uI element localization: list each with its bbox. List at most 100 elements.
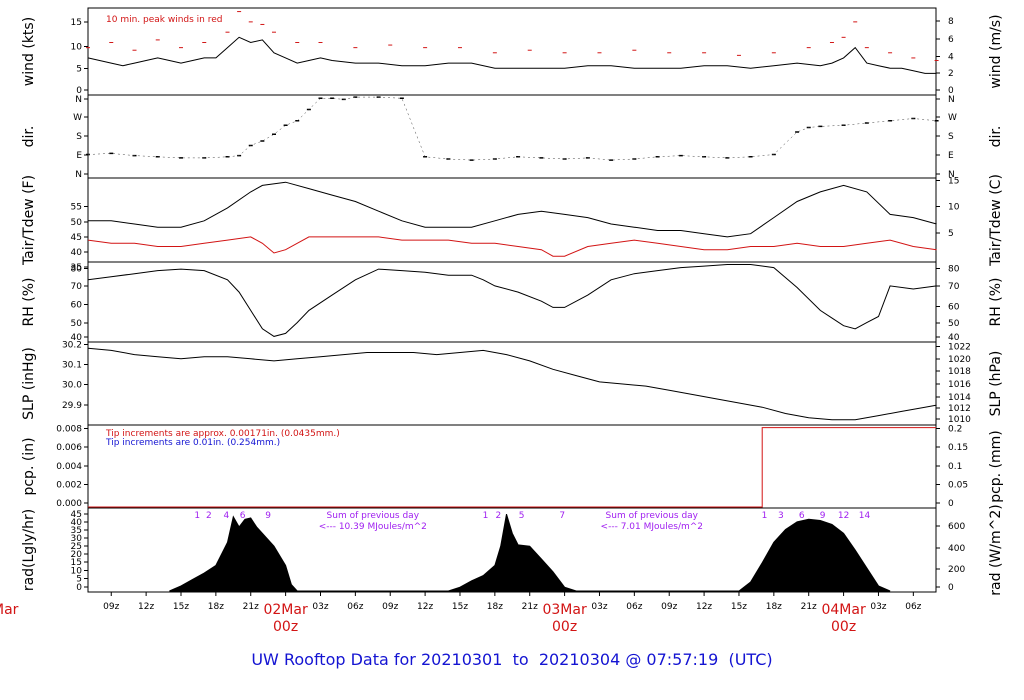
y-tick-label-right: 40 [948, 333, 960, 343]
y-tick-label-right: 0.15 [948, 443, 968, 453]
solar-hour-label: 6 [799, 511, 805, 521]
solar-hour-label: 12 [838, 511, 849, 521]
solar-hour-label: 5 [519, 511, 525, 521]
panel-wind: wind (kts) wind (m/s) 0 5 10 15 0 2 4 6 8 10 min. p… [21, 7, 1004, 96]
panel-frame [87, 261, 937, 343]
y-tick-label-right: 1022 [948, 343, 971, 353]
y-tick-label-right: N [948, 95, 955, 105]
y-tick-label-left: 45 [71, 510, 82, 520]
series-pcp [88, 427, 936, 508]
y-axis-label-right: wind (m/s) [988, 14, 1004, 88]
y-tick-label-right: 0.1 [948, 462, 962, 472]
panel-rad: rad(Lgly/hr) rad (W/m^2)05101520253035404… [21, 504, 1004, 595]
y-tick-label-right: 1012 [948, 404, 971, 414]
solar-hour-label: 1 [762, 511, 768, 521]
solar-hour-label: 9 [265, 511, 271, 521]
x-tick-label: 09z [382, 602, 398, 612]
x-tick-label: 12z [138, 602, 154, 612]
y-tick-label-left: 5 [76, 65, 82, 75]
x-tick-label: 18z [208, 602, 224, 612]
y-tick-label-right: E [948, 151, 954, 161]
y-tick-label-left: 0.008 [56, 425, 82, 435]
y-tick-label-left: 30.0 [62, 381, 82, 391]
y-tick-label-right: W [948, 113, 957, 123]
solar-hour-label: 14 [859, 511, 871, 521]
tip-note-blue: Tip increments are 0.01in. (0.254mm.) [105, 438, 280, 448]
x-tick-label: 15z [731, 602, 747, 612]
x-tick-label: 06z [347, 602, 363, 612]
x-tick-label: 03z [312, 602, 328, 612]
x-tick-label: 15z [452, 602, 468, 612]
y-tick-label-left: 0.004 [56, 462, 82, 472]
x-date-time: 00z [552, 619, 577, 635]
y-axis-label-right: Tair/Tdew (C) [988, 174, 1004, 267]
y-axis-label-left: rad(Lgly/hr) [21, 509, 37, 591]
solar-hour-label: 9 [820, 511, 826, 521]
solar-hour-label: 2 [206, 511, 212, 521]
y-tick-label-left: 70 [71, 282, 83, 292]
y-tick-label-right: 0 [948, 86, 954, 96]
panel-frame [87, 94, 937, 179]
y-tick-label-left: 50 [71, 218, 83, 228]
x-date-time: 00z [273, 619, 298, 635]
y-tick-label-right: S [948, 132, 954, 142]
x-date-label: 03Mar [542, 602, 586, 618]
y-tick-label-right: 4 [948, 53, 954, 63]
y-tick-label-left: S [76, 132, 82, 142]
x-axis: 09z 12z 15z 18z 21z 03z 06z 09z 12z 15z 18z 21z 03z 0… [0, 592, 922, 635]
panel-slp: SLP (inHg) SLP (hPa)29.930.030.130.210101… [21, 341, 1004, 426]
y-tick-label-left: 80 [71, 265, 83, 275]
y-tick-label-right: 0 [948, 499, 954, 509]
y-tick-label-left: 15 [71, 18, 82, 28]
solar-hour-label: 1 [483, 511, 489, 521]
x-tick-label: 18z [766, 602, 782, 612]
y-axis-label-right: dir. [988, 126, 1004, 148]
panel-temp: Tair/Tdew (F) Tair/Tdew (C)35404550555101… [21, 174, 1004, 273]
y-axis-label-right: pcp. (mm) [988, 430, 1004, 503]
y-tick-label-left: 20 [71, 550, 83, 560]
y-tick-label-left: 29.9 [62, 401, 82, 411]
y-tick-label-left: 45 [71, 233, 82, 243]
y-tick-label-right: 8 [948, 17, 954, 27]
series-dir [87, 96, 937, 161]
y-tick-label-left: W [73, 113, 82, 123]
y-axis-label-right: RH (%) [988, 278, 1004, 327]
solar-hour-label: 1 [194, 511, 200, 521]
x-date-time: 00z [831, 619, 856, 635]
y-tick-label-right: 70 [948, 282, 960, 292]
y-tick-label-left: 40 [71, 248, 83, 258]
x-tick-label: 06z [626, 602, 642, 612]
y-tick-label-right: 1010 [948, 415, 971, 425]
x-tick-label: 06z [905, 602, 921, 612]
x-tick-label: 09z [661, 602, 677, 612]
y-axis-label-right: rad (W/m^2) [988, 504, 1004, 595]
y-tick-label-left: 50 [71, 319, 83, 329]
sum-note-line1: Sum of previous day [327, 511, 420, 521]
y-tick-label-left: 30.1 [62, 361, 82, 371]
y-tick-label-left: 15 [71, 558, 82, 568]
tip-note-red: Tip increments are approx. 0.00171in. (0… [105, 429, 340, 439]
x-tick-label: 12z [417, 602, 433, 612]
y-axis-label-right: SLP (hPa) [988, 351, 1004, 417]
x-tick-label: 18z [487, 602, 503, 612]
solar-hour-label: 4 [223, 511, 229, 521]
y-tick-label-right: 0 [948, 583, 954, 593]
y-tick-label-left: 55 [71, 203, 82, 213]
x-tick-label: 09z [103, 602, 119, 612]
x-tick-label: 21z [522, 602, 538, 612]
y-tick-label-left: 60 [71, 301, 83, 311]
y-tick-label-left: 40 [71, 518, 83, 528]
y-tick-label-left: 0.002 [56, 481, 82, 491]
series-rh [87, 264, 937, 337]
y-tick-label-left: 10 [71, 567, 83, 577]
y-axis-label-left: SLP (inHg) [21, 347, 37, 420]
solar-hour-label: 7 [559, 511, 565, 521]
sum-note-line1: Sum of previous day [606, 511, 699, 521]
y-tick-label-left: 35 [71, 526, 82, 536]
x-date-label: 02Mar [263, 602, 307, 618]
panel-note: 10 min. peak winds in red [106, 15, 223, 25]
y-tick-label-right: 2 [948, 69, 954, 79]
series-wind [87, 36, 937, 74]
panel-rh: RH (%) RH (%) 40 50 60 70 80 40 50 60 70 80 [21, 261, 1004, 343]
y-tick-label-right: 1014 [948, 393, 971, 403]
